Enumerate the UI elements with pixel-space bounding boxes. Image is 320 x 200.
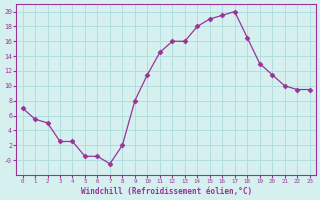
- X-axis label: Windchill (Refroidissement éolien,°C): Windchill (Refroidissement éolien,°C): [81, 187, 252, 196]
